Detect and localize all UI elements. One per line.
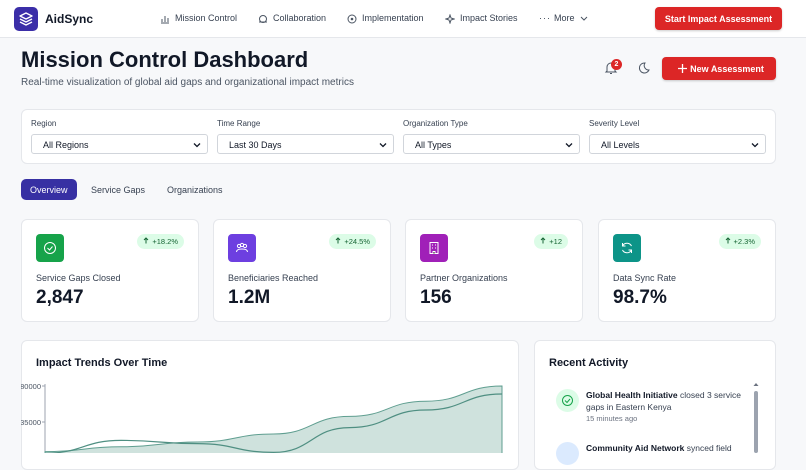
activity-org: Global Health Initiative <box>586 390 678 400</box>
page-title: Mission Control Dashboard <box>21 47 309 72</box>
activity-text: Global Health Initiative closed 3 servic… <box>586 389 748 413</box>
filter-select[interactable]: All Types <box>403 134 580 154</box>
stat-icon <box>613 234 641 262</box>
y-tick-label: 135000 <box>21 418 41 427</box>
logo[interactable] <box>14 7 38 31</box>
stat-icon <box>228 234 256 262</box>
stat-label: Service Gaps Closed <box>36 273 121 283</box>
stat-value: 2,847 <box>36 287 84 308</box>
select-value: All Regions <box>43 140 89 150</box>
chart-title: Impact Trends Over Time <box>36 357 168 369</box>
stat-value: 156 <box>420 287 452 308</box>
tab[interactable]: Organizations <box>167 185 223 195</box>
filter-label: Region <box>31 119 57 128</box>
button-label: New Assessment <box>690 64 764 74</box>
stat-icon <box>420 234 448 262</box>
theme-toggle[interactable] <box>636 61 650 75</box>
notification-badge: 2 <box>611 59 622 70</box>
line <box>44 393 503 453</box>
filter-select[interactable]: Last 30 Days <box>217 134 394 154</box>
stat-label: Partner Organizations <box>420 273 508 283</box>
stat-change: +12 <box>534 234 568 249</box>
nav-link[interactable]: Collaboration <box>273 13 327 23</box>
activity-desc: synced field <box>686 443 732 453</box>
start-assessment-button[interactable]: Start Impact Assessment <box>655 7 782 30</box>
activity-icon <box>556 389 579 412</box>
tab[interactable]: Service Gaps <box>91 185 146 195</box>
stat-change: +2.3% <box>718 234 761 249</box>
activity-org: Community Aid Network <box>586 443 685 453</box>
stat-label: Beneficiaries Reached <box>228 273 319 283</box>
stat-card: +12 Partner Organizations 156 <box>405 219 583 322</box>
top-nav: AidSync Mission Control Collaboration Im… <box>0 0 806 38</box>
brand[interactable]: AidSync <box>45 12 94 26</box>
filter-select[interactable]: All Regions <box>31 134 208 154</box>
stat-card: +24.5% Beneficiaries Reached 1.2M <box>213 219 391 322</box>
filter-label: Time Range <box>217 119 261 128</box>
y-tick-label: 180000 <box>21 382 41 391</box>
stat-value: 98.7% <box>613 287 667 308</box>
nav-link[interactable]: Implementation <box>362 13 424 23</box>
activity-icon <box>556 442 579 465</box>
filter-select[interactable]: All Levels <box>589 134 766 154</box>
nav-link[interactable]: Impact Stories <box>460 13 518 23</box>
change-text: +18.2% <box>152 237 178 246</box>
activity-text: Community Aid Network synced field <box>586 443 748 453</box>
stat-change: +18.2% <box>137 234 184 249</box>
stat-icon <box>36 234 64 262</box>
change-text: +24.5% <box>344 237 370 246</box>
select-value: All Levels <box>601 140 640 150</box>
area <box>44 385 503 453</box>
stat-card: +2.3% Data Sync Rate 98.7% <box>598 219 776 322</box>
chart: 180000 135000 <box>21 382 503 453</box>
stat-card: +18.2% Service Gaps Closed 2,847 <box>21 219 199 322</box>
nav-link[interactable]: Mission Control <box>175 13 238 23</box>
more-dots: ··· <box>539 13 551 23</box>
activity-desc: closed 3 service gaps in Eastern Kenya <box>586 390 741 412</box>
filter-label: Severity Level <box>589 119 640 128</box>
activity-title: Recent Activity <box>549 357 629 369</box>
change-text: +12 <box>549 237 562 246</box>
scrollbar[interactable] <box>752 382 760 453</box>
new-assessment-button[interactable]: New Assessment <box>662 57 776 80</box>
select-value: All Types <box>415 140 452 150</box>
nav-link[interactable]: More <box>554 13 575 23</box>
select-value: Last 30 Days <box>229 140 282 150</box>
stat-label: Data Sync Rate <box>613 273 677 283</box>
change-text: +2.3% <box>733 237 755 246</box>
filter-label: Organization Type <box>403 119 468 128</box>
page-subtitle: Real-time visualization of global aid ga… <box>21 77 354 88</box>
tab-active[interactable]: Overview <box>21 179 77 200</box>
chart-card <box>21 340 519 470</box>
stat-value: 1.2M <box>228 287 271 308</box>
activity-time: 15 minutes ago <box>586 414 638 423</box>
stat-change: +24.5% <box>329 234 376 249</box>
